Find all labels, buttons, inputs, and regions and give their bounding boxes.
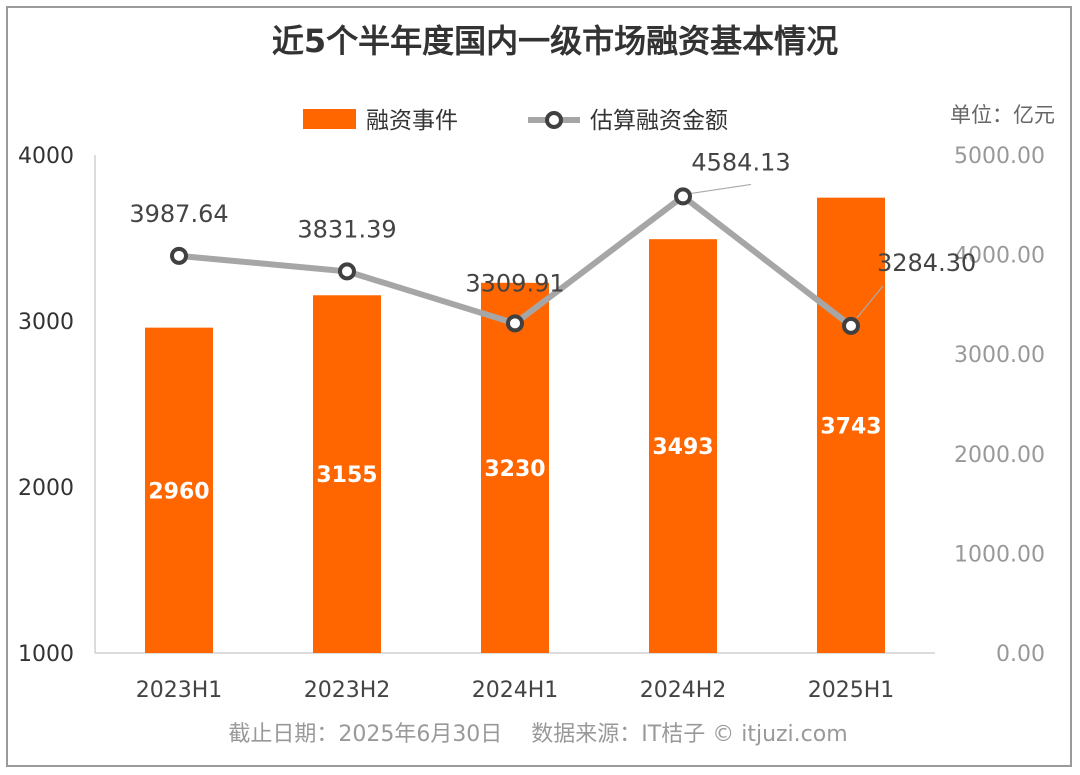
legend-line-label: 估算融资金额	[590, 108, 728, 134]
leader-line	[856, 285, 884, 319]
legend: 融资事件 估算融资金额	[303, 108, 728, 134]
bar-data-label: 3743	[820, 414, 881, 439]
bar	[145, 327, 213, 653]
bar	[649, 239, 717, 654]
x-axis-tick: 2025H1	[808, 678, 895, 703]
legend-line-marker	[545, 111, 563, 129]
right-axis-tick: 3000.00	[954, 343, 1045, 368]
x-axis-tick: 2024H2	[640, 678, 727, 703]
unit-label: 单位：亿元	[950, 103, 1055, 127]
line-data-label: 3831.39	[297, 215, 396, 243]
line-point	[506, 314, 524, 333]
line-point	[170, 246, 188, 265]
bar-data-label: 3155	[316, 463, 377, 488]
right-axis-tick: 4000.00	[954, 244, 1045, 269]
left-axis-tick: 2000	[18, 476, 74, 501]
bar-data-label: 3230	[484, 457, 545, 482]
line-point	[674, 187, 692, 206]
line-data-label: 3987.64	[129, 200, 228, 228]
chart-title: 近5个半年度国内一级市场融资基本情况	[272, 22, 838, 60]
line-data-label: 3284.30	[877, 249, 976, 277]
legend-bar-label: 融资事件	[366, 108, 458, 134]
x-axis-tick: 2024H1	[472, 678, 559, 703]
line-data-label: 3309.91	[465, 269, 564, 297]
line-data-label: 4584.13	[691, 148, 790, 176]
left-axis-tick: 4000	[18, 144, 74, 169]
bar-data-label: 3493	[652, 435, 713, 460]
right-axis-tick: 2000.00	[954, 443, 1045, 468]
leader-line	[690, 183, 752, 195]
right-axis-tick: 1000.00	[954, 542, 1045, 567]
bar	[481, 282, 549, 653]
right-axis-tick: 0.00	[996, 642, 1045, 667]
right-axis-tick: 5000.00	[954, 144, 1045, 169]
x-axis-tick: 2023H2	[304, 678, 391, 703]
left-axis-tick: 3000	[18, 310, 74, 335]
x-axis-tick: 2023H1	[136, 678, 223, 703]
legend-bar-swatch	[303, 109, 356, 129]
bar	[817, 197, 885, 654]
line-point	[842, 316, 860, 335]
line-point	[338, 262, 356, 281]
chart-frame	[6, 6, 1072, 767]
bar	[313, 295, 381, 653]
left-axis-tick: 1000	[18, 642, 74, 667]
bar-data-label: 2960	[148, 479, 209, 504]
footer-source: 截止日期：2025年6月30日 数据来源：IT桔子 © itjuzi.com	[228, 722, 847, 747]
